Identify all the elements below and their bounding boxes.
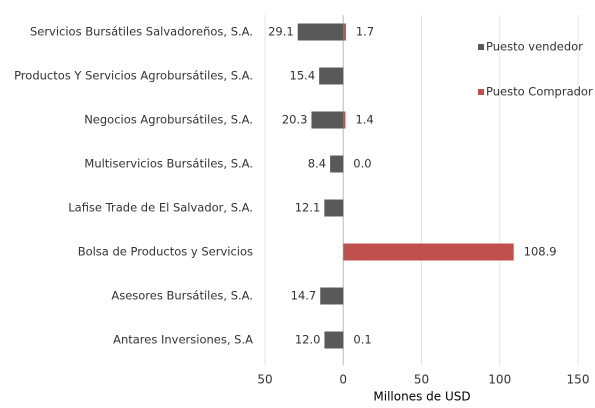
x-tick-label: 100 [488,373,511,387]
category-label: Bolsa de Productos y Servicios [78,245,253,259]
legend-label: Puesto vendedor [486,40,583,54]
data-label: 12.0 [295,333,321,347]
bar [311,111,344,129]
data-label: 108.9 [524,245,557,259]
data-label: 12.1 [295,201,321,215]
x-tick-label: 50 [257,373,272,387]
bar [297,23,344,41]
bar [324,331,344,349]
bar [319,67,344,85]
category-label: Productos Y Servicios Agrobursátiles, S.… [14,69,253,83]
x-axis-label: Millones de USD [373,390,470,404]
data-label: 15.4 [290,69,316,83]
x-tick-label: 150 [567,373,590,387]
x-tick-label: 50 [414,373,429,387]
data-label: 8.4 [308,157,326,171]
category-label: Lafise Trade de El Salvador, S.A. [68,201,253,215]
data-label: 1.4 [355,113,373,127]
bar [343,243,514,261]
category-label: Negocios Agrobursátiles, S.A. [84,113,253,127]
data-label: 20.3 [282,113,308,127]
data-label: 29.1 [268,25,294,39]
data-label: 14.7 [291,289,317,303]
data-label: 1.7 [356,25,374,39]
data-label: 0.0 [353,157,371,171]
bar [320,287,344,305]
legend-swatch [478,44,484,50]
bar [343,23,346,41]
category-label: Asesores Bursátiles, S.A. [111,289,253,303]
category-label: Servicios Bursátiles Salvadoreños, S.A. [30,25,253,39]
category-label: Multiservicios Bursátiles, S.A. [84,157,253,171]
data-label: 0.1 [353,333,371,347]
bar [324,199,344,217]
bar [343,111,346,129]
legend-label: Puesto Comprador [486,85,593,99]
category-label: Antares Inversiones, S.A [113,333,253,347]
bar [330,155,344,173]
legend-swatch [478,89,484,95]
x-tick-label: 0 [339,373,347,387]
